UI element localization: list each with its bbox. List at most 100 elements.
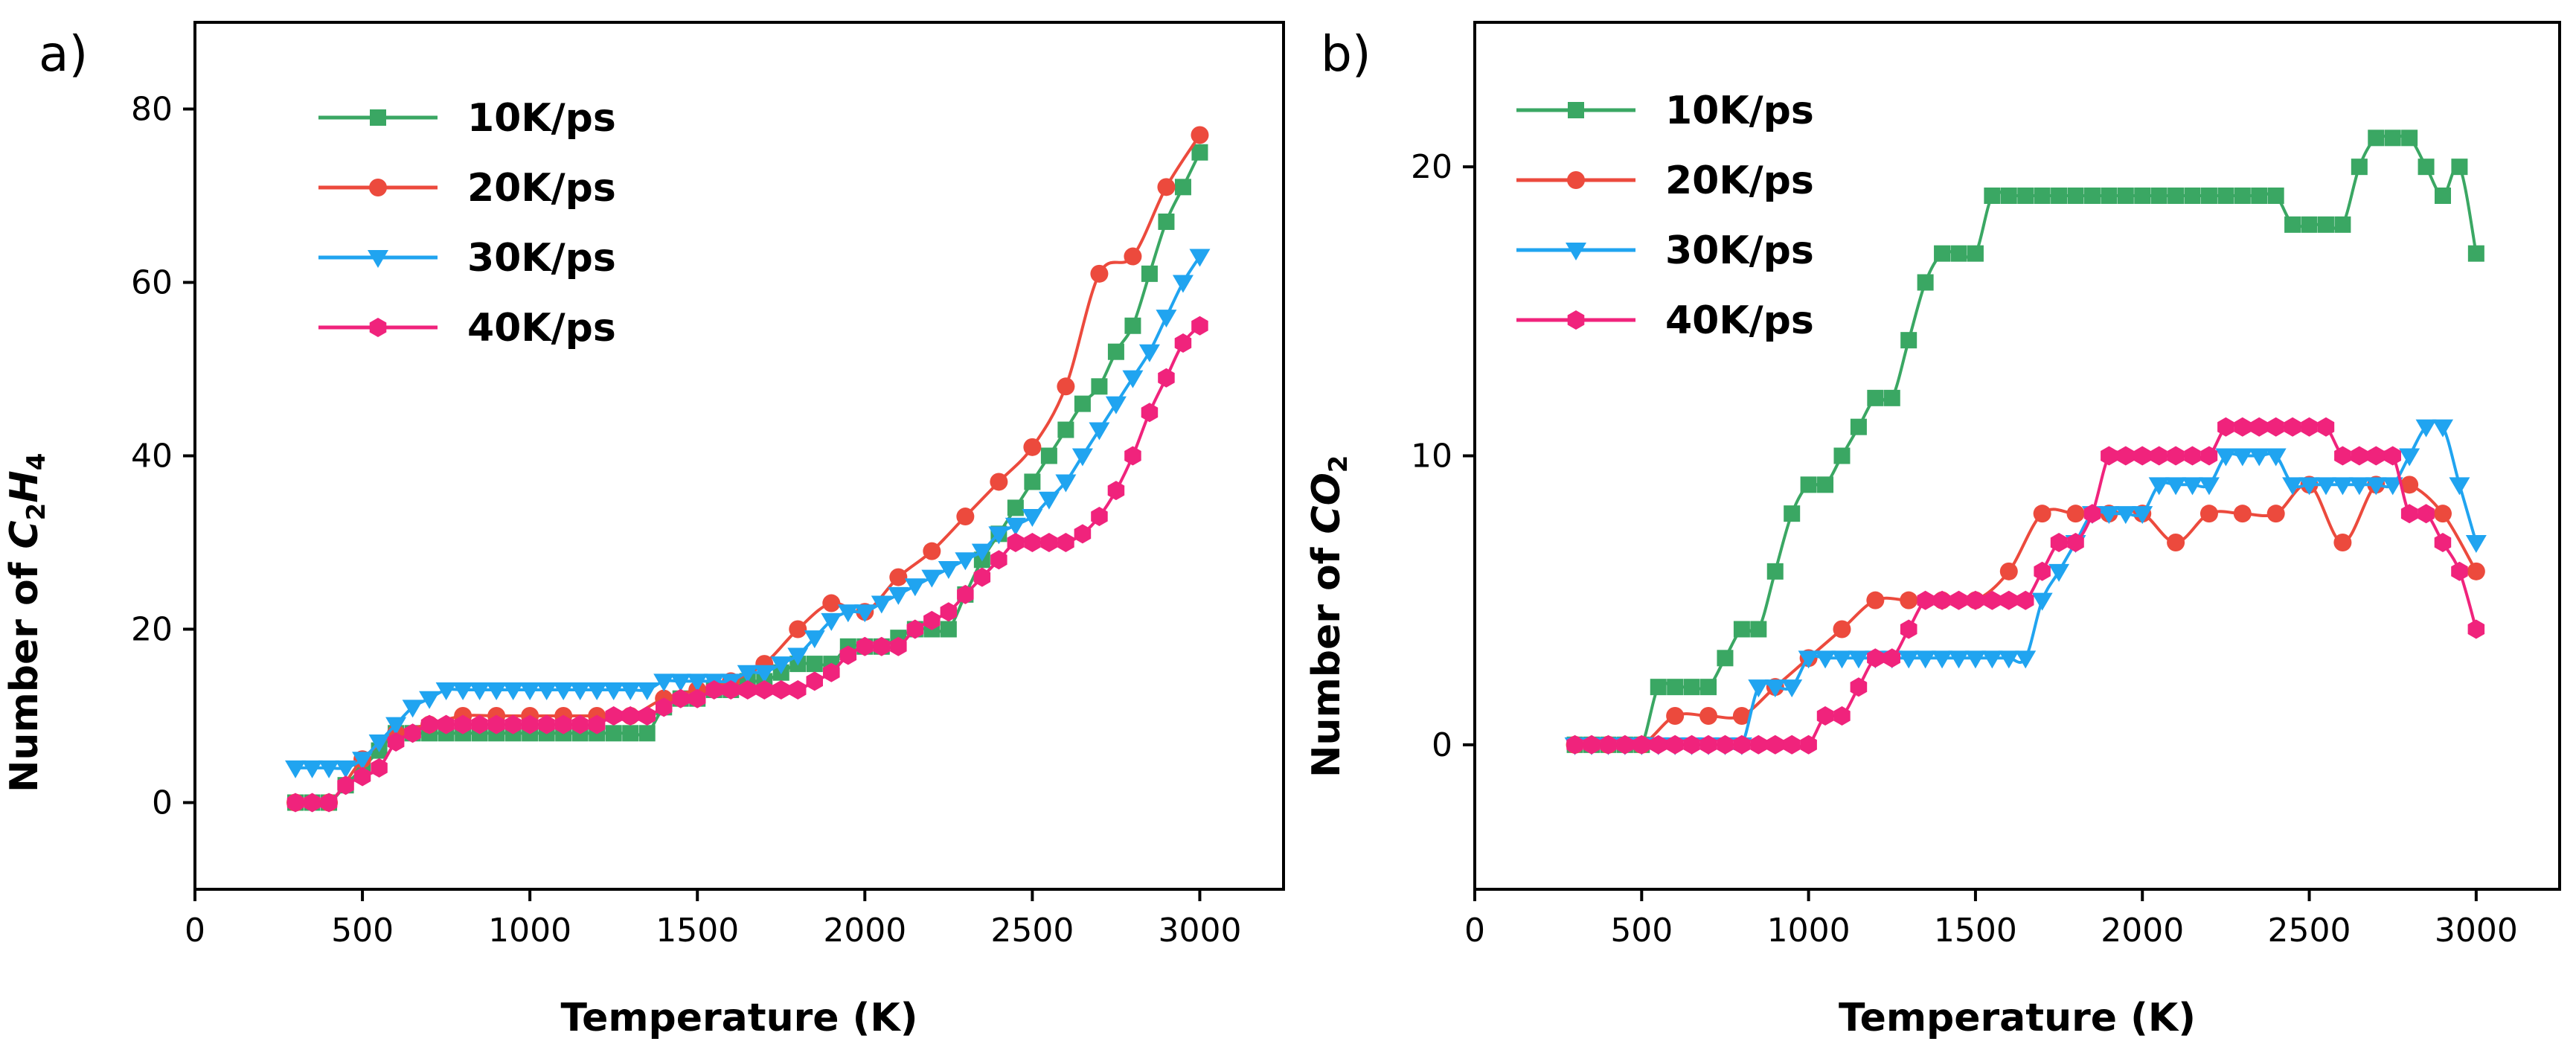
panel-b-legend-label: 20K/ps [1665, 159, 1814, 203]
panel-b-data-point [2251, 188, 2268, 204]
panel-a-data-point [1024, 533, 1041, 552]
panel-a-data-point [689, 688, 706, 708]
panel-a-y-tick-label: 20 [131, 611, 173, 649]
panel-b-data-point [2167, 534, 2185, 551]
panel-a-data-point [1191, 126, 1209, 144]
panel-b-data-point [1933, 590, 1951, 610]
panel-b-data-point [2184, 446, 2201, 466]
panel-a-data-point [1090, 264, 1109, 283]
panel-a-data-point [337, 775, 354, 796]
panel-b-data-point [1750, 621, 1767, 638]
panel-b-data-point [1633, 734, 1650, 755]
panel-a-x-tick-label: 1000 [488, 912, 571, 950]
panel-b-data-point [2101, 446, 2118, 466]
panel-b-data-point [2000, 188, 2017, 204]
panel-b-data-point [1616, 734, 1634, 755]
panel-a-data-point [1005, 517, 1026, 536]
panel-a-data-point [904, 578, 926, 597]
panel-b-data-point [1732, 707, 1751, 725]
panel-a-data-point [940, 621, 957, 638]
panel-b-data-point [1984, 188, 2001, 204]
panel-b-data-point [1683, 734, 1700, 755]
panel-b-y-tick-label: 0 [1432, 726, 1452, 764]
panel-a-data-point [1157, 178, 1176, 196]
panel-b-data-point [2249, 448, 2270, 467]
panel-a-data-point [521, 714, 539, 734]
panel-a-data-point [452, 682, 474, 701]
panel-a-data-point [486, 682, 507, 701]
panel-b-data-point [2168, 188, 2185, 204]
panel-a-data-point [603, 682, 624, 701]
panel-b-data-point [1900, 619, 1917, 639]
panel-a-data-point [873, 636, 891, 656]
panel-a-data-point [304, 793, 321, 813]
panel-b-data-point [2017, 188, 2034, 204]
panel-a-data-point [921, 569, 943, 588]
panel-a-data-point [1158, 368, 1175, 388]
panel-b-x-tick-label: 2500 [2268, 912, 2351, 950]
panel-a-x-tick-label: 3000 [1158, 912, 1241, 950]
panel-a-data-point [1007, 533, 1025, 552]
panel-a-data-point [672, 688, 689, 708]
panel-b-data-point [1934, 245, 1951, 262]
panel-a-legend: 10K/ps 20K/ps 30K/ps 40K/ps [318, 96, 616, 351]
panel-a-data-point [821, 612, 842, 631]
panel-b-legend-marker [1566, 243, 1586, 260]
panel-a-data-point [1038, 491, 1060, 510]
panel-b-data-point [1600, 734, 1617, 755]
panel-a-data-point [1024, 473, 1041, 490]
panel-b-data-point [1999, 562, 2018, 580]
panel-a-data-point [906, 619, 924, 639]
panel-a-data-point [469, 682, 490, 701]
panel-b-y-tick-label: 20 [1411, 148, 1452, 186]
panel-a-data-point [353, 766, 371, 787]
panel-b-data-point [2048, 563, 2070, 582]
panel-b-data-point [2400, 476, 2419, 494]
panel-a-data-point [806, 671, 823, 691]
panel-b-data-point [2434, 188, 2451, 204]
panel-b-series-10K/ps [1566, 129, 2484, 753]
panel-a-legend-marker [370, 109, 386, 126]
panel-a-data-point [538, 714, 555, 734]
panel-a-data-point [487, 714, 505, 734]
panel-a-data-point [1174, 333, 1192, 353]
panel-a-data-point [1040, 533, 1058, 552]
panel-b-letter: b) [1321, 25, 1371, 83]
panel-b-data-point [2231, 448, 2253, 467]
panel-b-data-point [2134, 446, 2151, 466]
panel-b-data-point [1981, 650, 2003, 669]
panel-a-y-tick-label: 60 [131, 264, 173, 302]
panel-b-data-point [1566, 734, 1583, 755]
panel-b-data-point [1900, 591, 1918, 609]
panel-b-data-point [2098, 506, 2120, 525]
panel-a-data-point [772, 680, 789, 700]
panel-b-data-point [2334, 216, 2351, 233]
panel-a-data-point [1138, 344, 1160, 362]
panel-b-data-point [2267, 417, 2284, 437]
panel-b-data-point [2284, 216, 2301, 233]
panel-a-data-point [806, 656, 823, 673]
panel-a-data-point [554, 714, 572, 734]
panel-a-legend-label: 10K/ps [467, 96, 616, 141]
panel-a-data-point [1055, 474, 1077, 493]
panel-a-data-point [839, 645, 857, 665]
panel-b-data-point [1967, 245, 1984, 262]
panel-a-data-point [955, 552, 976, 571]
panel-b-data-point [1950, 590, 1967, 610]
panel-a-data-point [435, 682, 457, 701]
panel-a-data-point [553, 682, 574, 701]
panel-b-legend-marker [1568, 102, 1584, 118]
panel-a-data-point [419, 691, 440, 709]
panel-a-data-point [770, 656, 792, 675]
panel-a-legend-label: 40K/ps [467, 306, 616, 351]
panel-b-data-point [2301, 417, 2318, 437]
panel-a-data-point [471, 714, 488, 734]
panel-b-data-point [2401, 129, 2418, 147]
panel-b-data-point [1748, 679, 1769, 698]
panel-a-data-point [1191, 144, 1208, 161]
panel-b-data-point [2317, 417, 2335, 437]
panel-b-data-point [1866, 591, 1885, 609]
panel-b-data-point [2251, 417, 2268, 437]
panel-b-data-point [2217, 188, 2234, 204]
panel-a-data-point [923, 542, 941, 560]
